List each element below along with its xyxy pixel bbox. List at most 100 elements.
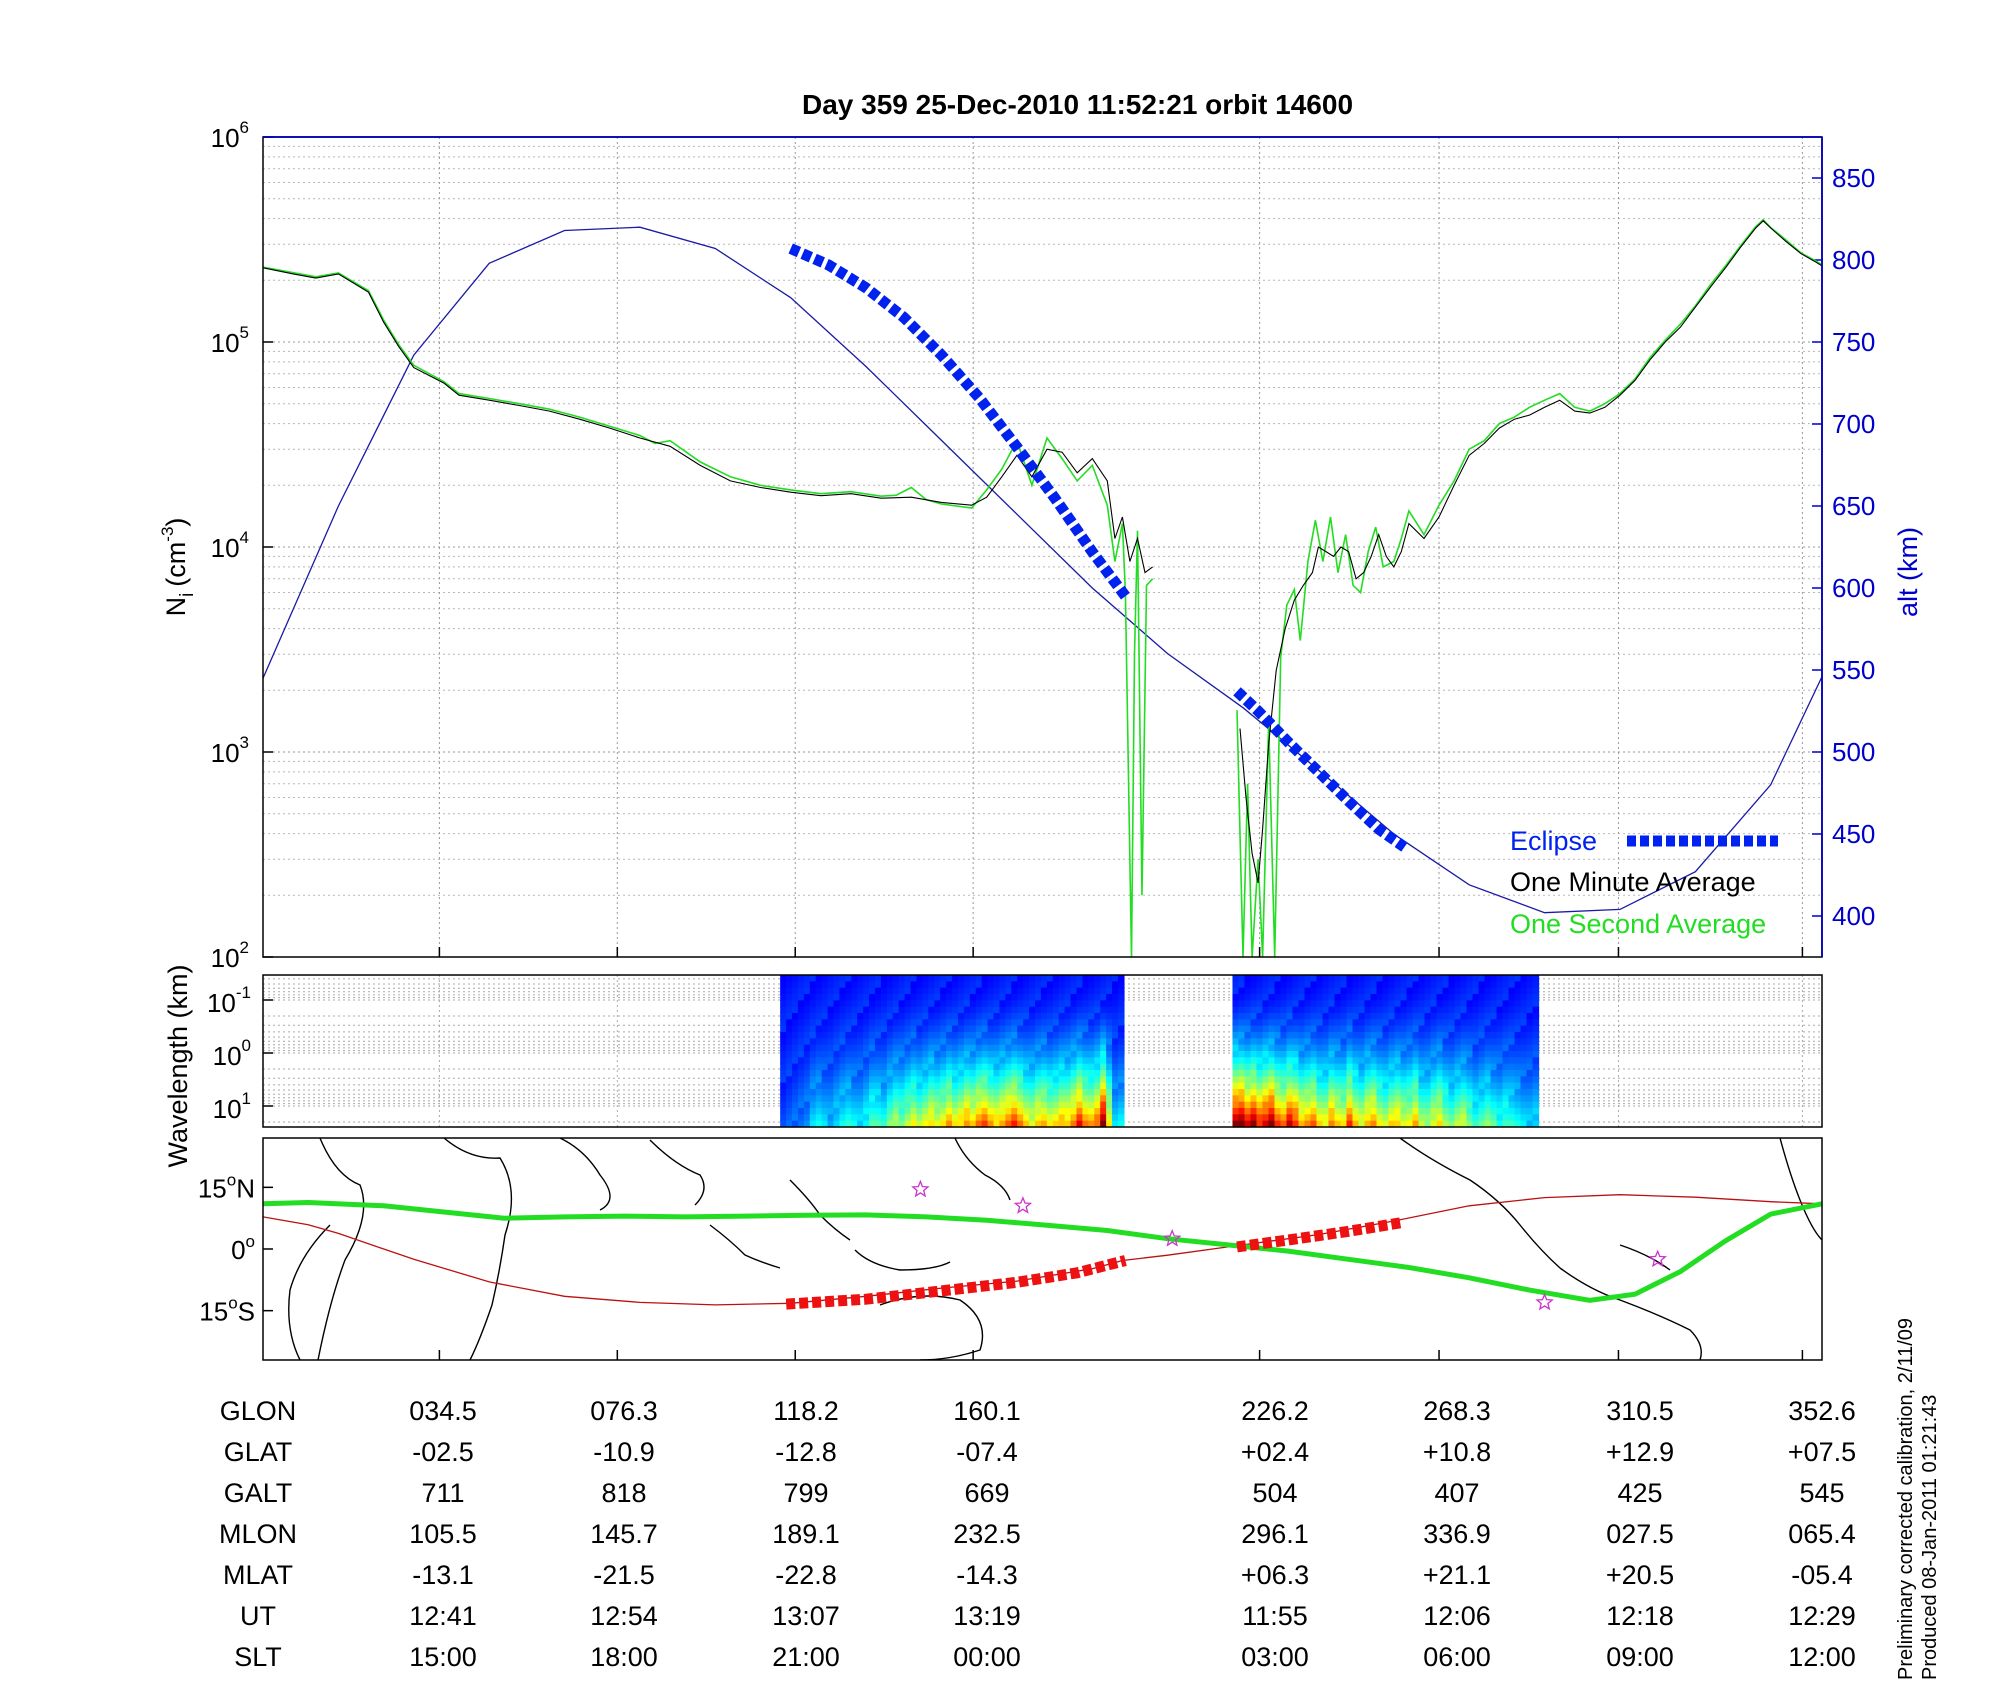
- spectrogram-cell: [1370, 975, 1378, 982]
- spectrogram-cell: [821, 1089, 829, 1096]
- spectrogram-cell: [1520, 987, 1528, 995]
- spectrogram-cell: [1394, 1089, 1402, 1096]
- spectrogram-cell: [1232, 1057, 1240, 1065]
- spectrogram-cell: [1496, 1108, 1504, 1115]
- spectrogram-cell: [1526, 1108, 1534, 1115]
- spectrogram-cell: [1508, 1114, 1516, 1122]
- table-cell: 407: [1434, 1478, 1479, 1508]
- spectrogram-cell: [1106, 981, 1113, 989]
- spectrogram-cell: [1035, 1038, 1042, 1046]
- spectrogram-cell: [1088, 1038, 1095, 1046]
- spectrogram-cell: [839, 1057, 846, 1065]
- spectrogram-cell: [780, 1057, 787, 1065]
- spectrogram-cell: [1268, 1101, 1276, 1109]
- spectrogram-cell: [952, 994, 959, 1001]
- spectrogram-cell: [1100, 1101, 1107, 1109]
- spectrogram-cell: [1064, 1108, 1072, 1115]
- spectrogram-cell: [1454, 1057, 1462, 1065]
- spectrogram-cell: [1040, 1114, 1048, 1122]
- spectrogram-cell: [1052, 1114, 1060, 1122]
- spectrogram-cell: [952, 1032, 959, 1039]
- spectrogram-cell: [1244, 1019, 1252, 1027]
- spectrogram-cell: [1352, 1057, 1360, 1065]
- spectrogram-cell: [1046, 1057, 1054, 1065]
- spectrogram-cell: [1502, 1070, 1510, 1077]
- spectrogram-cell: [1448, 1076, 1456, 1084]
- table-cell: +02.4: [1241, 1437, 1309, 1467]
- spectrogram-cell: [1052, 975, 1060, 982]
- spectrogram-cell: [952, 1038, 959, 1046]
- table-cell: 06:00: [1423, 1642, 1491, 1672]
- spectrogram-cell: [904, 1095, 912, 1103]
- spectrogram-cell: [1316, 1006, 1324, 1014]
- spectrogram-cell: [1508, 1089, 1516, 1096]
- eclipse-line: [1233, 687, 1408, 852]
- spectrogram-cell: [1490, 1108, 1498, 1115]
- spectrogram-cell: [1526, 987, 1534, 995]
- spectrogram-cell: [1478, 1108, 1486, 1115]
- spectrogram-cell: [1400, 1120, 1408, 1128]
- spectrogram-cell: [1406, 981, 1414, 989]
- spectrogram-cell: [904, 1032, 912, 1039]
- map-tick-degree: o: [228, 1294, 237, 1313]
- spectrogram-cell: [904, 1120, 912, 1128]
- spectrogram-cell: [1244, 1057, 1252, 1065]
- spectrogram-cell: [1388, 1013, 1396, 1020]
- table-cell: +10.8: [1423, 1437, 1491, 1467]
- spectrogram-cell: [1478, 1095, 1486, 1103]
- spectrogram-cell: [1406, 1038, 1414, 1046]
- spectrogram-cell: [1238, 975, 1246, 982]
- spectrogram-cell: [1502, 1006, 1510, 1014]
- map-content: [263, 1138, 1822, 1360]
- spectrogram-cell: [1023, 1095, 1030, 1103]
- spectrogram-cell: [904, 981, 912, 989]
- spectrogram-cell: [1112, 1051, 1119, 1058]
- spectrogram-cell: [1256, 1044, 1264, 1052]
- spectrogram-cell: [869, 1057, 876, 1065]
- spectrogram-cell: [809, 1101, 817, 1109]
- spectrogram-cell: [1388, 1051, 1396, 1058]
- spectrogram-cell: [1046, 1025, 1054, 1033]
- spectrogram-cell: [1436, 975, 1444, 982]
- spectrogram-cell: [1064, 1038, 1072, 1046]
- spectrogram-cell: [1508, 1032, 1516, 1039]
- spectrogram-cell: [863, 1051, 870, 1058]
- spectrogram-cell: [898, 994, 906, 1001]
- spectrogram-cell: [1100, 1095, 1107, 1103]
- spectrogram-cell: [839, 1063, 846, 1071]
- spectrogram-cell: [851, 987, 858, 995]
- spectrogram-cell: [1460, 1025, 1468, 1033]
- spectrogram-cell: [910, 981, 918, 989]
- spectrogram-cell: [1262, 1063, 1270, 1071]
- spectrogram-cell: [1520, 1120, 1528, 1128]
- spectrogram-cell: [934, 1000, 941, 1008]
- spectrogram-cell: [1496, 1019, 1504, 1027]
- spectrogram-cell: [1023, 1057, 1030, 1065]
- spectrogram-cell: [904, 1057, 912, 1065]
- spectrogram-cell: [886, 994, 894, 1001]
- spectrogram-cell: [1040, 1025, 1048, 1033]
- spectrogram-cell: [1076, 1108, 1084, 1115]
- spectrogram-cell: [1023, 1076, 1030, 1084]
- spectrogram-cell: [851, 1114, 858, 1122]
- spectrogram-cell: [946, 1089, 953, 1096]
- spectrogram-cell: [1100, 1013, 1107, 1020]
- spectrogram-cell: [869, 975, 876, 982]
- spectrogram-cell: [1496, 1057, 1504, 1065]
- spectrogram-cell: [1466, 1025, 1474, 1033]
- spectrogram-cell: [1100, 1051, 1107, 1058]
- spectrogram-cell: [797, 1025, 805, 1033]
- spectrogram-cell: [1364, 1013, 1372, 1020]
- spectrogram-cell: [952, 1044, 959, 1052]
- spectrogram-cell: [946, 981, 953, 989]
- spectrogram-cell: [892, 1089, 900, 1096]
- spectrogram-cell: [952, 1000, 959, 1008]
- spectrogram-cell: [999, 975, 1006, 982]
- spectrogram-cell: [1376, 1076, 1384, 1084]
- spectrogram-cell: [1232, 1063, 1240, 1071]
- spectrogram-cell: [863, 1120, 870, 1128]
- spectrogram-cell: [1358, 1095, 1366, 1103]
- spectrogram-cell: [916, 1082, 924, 1090]
- spectrogram-block: [1232, 975, 1540, 1128]
- spectrogram-cell: [1358, 1044, 1366, 1052]
